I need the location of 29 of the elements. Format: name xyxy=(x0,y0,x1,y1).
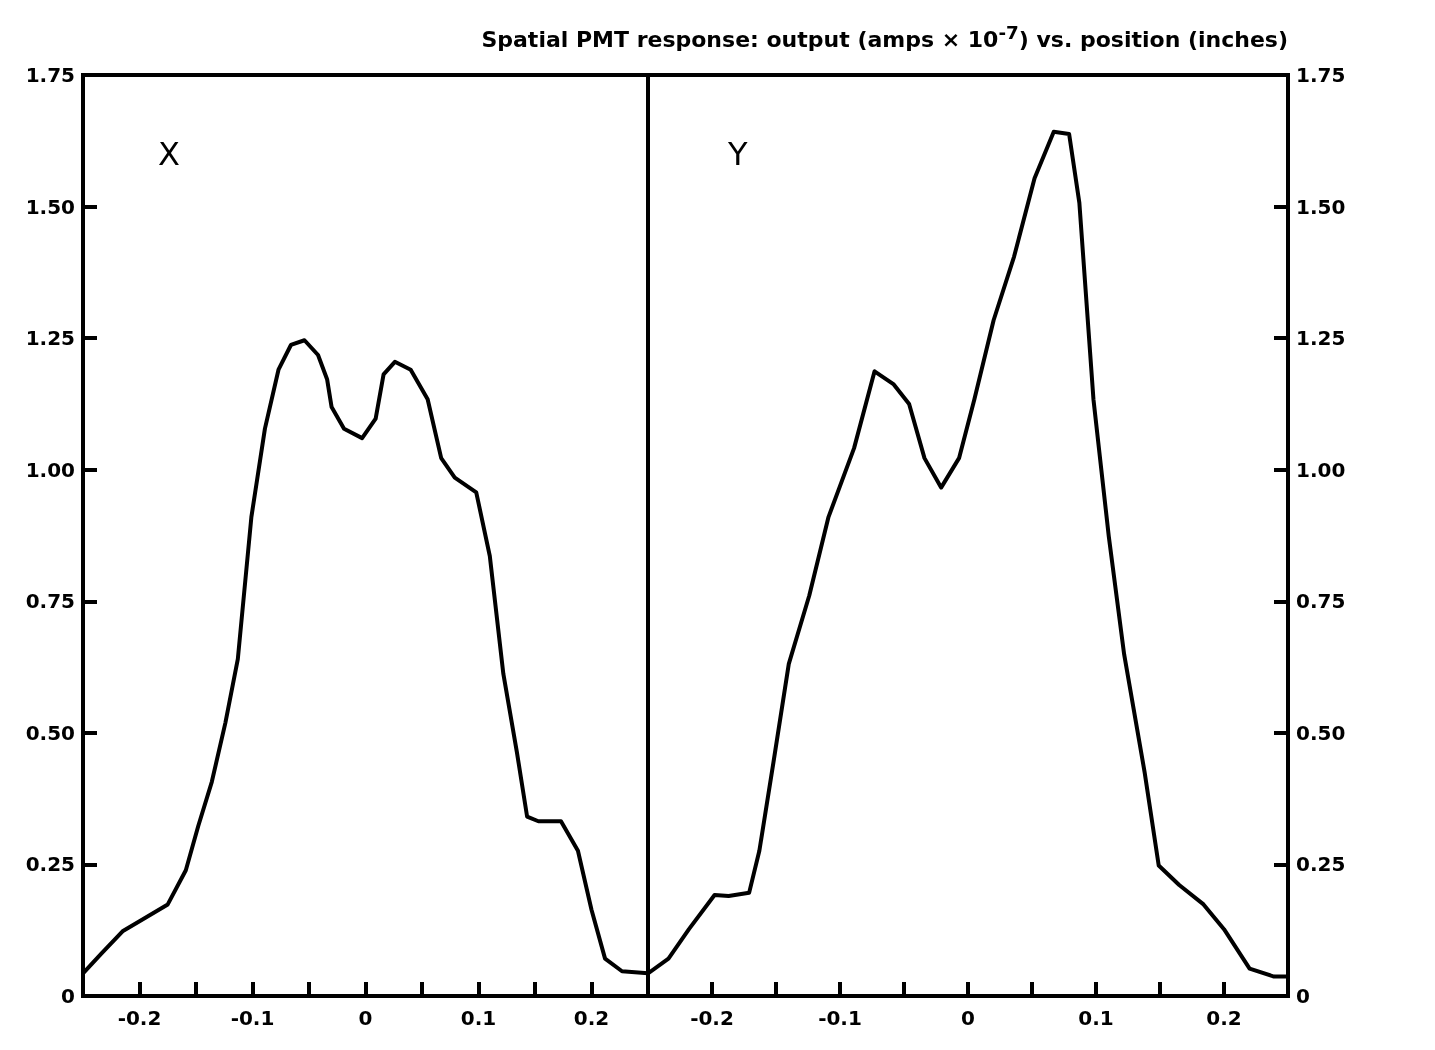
x-tick-label: -0.1 xyxy=(818,1006,862,1030)
x-tick-label: 0.1 xyxy=(460,1006,497,1030)
y-tick-label: 0.25 xyxy=(1296,852,1346,877)
x-tick-label: 0 xyxy=(358,1006,373,1030)
y-tick-label: 0 xyxy=(1296,984,1310,1008)
annotation: Y xyxy=(727,135,748,173)
y-tick-label: 1.75 xyxy=(25,63,75,87)
x-tick-label: 0.2 xyxy=(573,1006,610,1030)
y-tick-label: 1.00 xyxy=(1296,457,1346,482)
y-tick-label: 1.25 xyxy=(1296,326,1346,351)
y-tick-label: 1.75 xyxy=(1296,63,1346,87)
chart-title: Spatial PMT response: output (amps × 10$^{-7}$) vs. position (inches) xyxy=(481,22,1288,53)
x-tick-label: 0.2 xyxy=(1206,1006,1242,1030)
y-tick-label: 0 xyxy=(61,984,75,1008)
x-tick-label: 0.1 xyxy=(1078,1006,1114,1030)
y-tick-label: 0.50 xyxy=(25,720,75,745)
x-tick-label: -0.2 xyxy=(690,1006,734,1030)
x-tick-label: -0.2 xyxy=(117,1006,162,1030)
y-tick-label: 0.50 xyxy=(1296,720,1346,745)
y-tick-label: 0.75 xyxy=(1296,589,1346,614)
y-tick-label: 0.25 xyxy=(25,852,75,877)
x-tick-label: -0.1 xyxy=(230,1006,275,1030)
y-tick-label: 1.50 xyxy=(25,194,75,219)
annotation: X xyxy=(158,135,180,173)
y-tick-label: 1.50 xyxy=(1296,194,1346,219)
y-tick-label: 1.00 xyxy=(25,457,75,482)
y-tick-label: 0.75 xyxy=(25,589,75,614)
y-tick-label: 1.25 xyxy=(25,326,75,351)
x-tick-label: 0 xyxy=(961,1006,975,1030)
